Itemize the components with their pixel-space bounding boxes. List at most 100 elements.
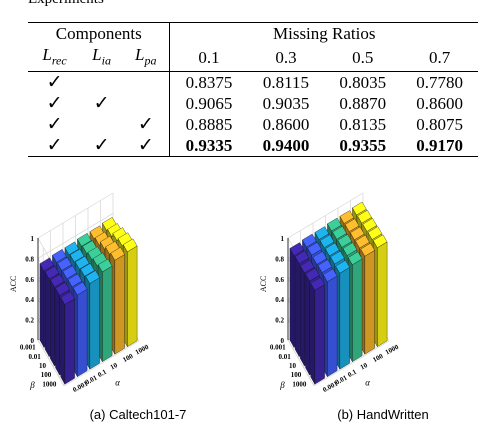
bar-top-face — [302, 233, 317, 248]
bar-front-face — [127, 245, 138, 347]
z-tick-label: 0.2 — [25, 317, 34, 325]
bar-top-face — [325, 242, 340, 257]
z-tick-label: 0.8 — [275, 255, 284, 263]
accuracy-value: 0.8035 — [339, 73, 387, 93]
bar-side-face — [39, 263, 45, 348]
z-tick-label: 0.4 — [25, 296, 34, 304]
component-check-cell — [122, 71, 171, 94]
z-tick-label: 0 — [281, 337, 285, 345]
component-check-cell: ✓ — [81, 93, 122, 114]
beta-tick-label: 100 — [291, 371, 302, 379]
component-check-cell: ✓ — [28, 114, 81, 135]
loss-subscript: pa — [144, 53, 157, 68]
z-tick-label: 1 — [31, 235, 35, 243]
bar-top-face — [55, 282, 70, 296]
loss-subscript: rec — [51, 53, 67, 68]
accuracy-value: 0.8600 — [262, 115, 310, 135]
gridline-floor — [287, 339, 315, 387]
z-tick-label: 0.2 — [275, 317, 284, 325]
z-axis-label: ACC — [9, 276, 18, 292]
bar-side-face — [50, 279, 55, 366]
chart-handwritten: 00.20.40.60.81ACC0.0010.010.1101001000α0… — [259, 192, 400, 394]
bar-top-face — [44, 265, 60, 280]
bar-front-face — [377, 241, 388, 347]
bar-top-face — [64, 241, 79, 255]
bar-side-face — [60, 297, 65, 385]
component-check-cell: ✓ — [28, 93, 81, 114]
bar-front-face — [364, 250, 375, 355]
bar-top-face — [339, 210, 354, 224]
accuracy-value: 0.7780 — [416, 73, 463, 93]
bar-top-face — [73, 281, 88, 296]
z-tick-label: 0 — [31, 337, 35, 345]
loss-symbol: L — [42, 45, 52, 64]
ratio-header: 0.5 — [324, 44, 402, 73]
beta-axis-label: β — [29, 380, 35, 390]
check-icon: ✓ — [46, 93, 63, 115]
alpha-tick-label: 0.01 — [334, 373, 349, 386]
bar-top-face — [314, 226, 329, 240]
caption-handwritten: (b) HandWritten — [337, 407, 429, 422]
fragment-text: Experiments — [28, 0, 104, 8]
bar-top-face — [60, 291, 75, 305]
bar-top-face — [367, 226, 383, 240]
check-icon: ✓ — [93, 93, 110, 115]
bar-front-face — [102, 265, 113, 362]
table-row: ✓ ✓ 0.8885 0.8600 0.8135 0.8075 — [28, 114, 478, 136]
table-header-row: Components Missing Ratios — [28, 22, 478, 44]
bar-alpha-0.01-beta-1000 — [73, 281, 88, 377]
ablation-table: Components Missing Ratios Lrec Lia Lpa 0… — [28, 22, 478, 158]
bar-top-face — [342, 242, 358, 256]
beta-tick-label: 0.01 — [279, 353, 292, 361]
bar-alpha-0.1-beta-1000 — [85, 270, 100, 370]
accuracy-value: 0.8885 — [185, 115, 233, 135]
bar-top-face — [332, 226, 347, 240]
alpha-tick-label: 0.01 — [84, 373, 99, 386]
bars-group — [289, 201, 388, 385]
bar-alpha-10-beta-1000 — [98, 258, 113, 362]
bar-top-face — [300, 259, 315, 274]
component-check-cell — [81, 72, 122, 94]
bar-top-face — [52, 249, 67, 263]
alpha-tick-label: 100 — [371, 352, 384, 364]
component-label-pa: Lpa — [122, 44, 171, 73]
bar-top-face — [69, 248, 85, 263]
beta-tick-label: 0.001 — [270, 344, 286, 352]
bar-top-face — [312, 251, 327, 265]
loss-subscript: ia — [101, 53, 111, 68]
table-body: ✓ 0.8375 0.8115 0.8035 0.7780 ✓ ✓ 0.9065 0.9035 0… — [28, 71, 478, 158]
check-icon: ✓ — [46, 114, 63, 136]
accuracy-value: 0.9035 — [262, 94, 310, 114]
bar-top-face — [323, 268, 338, 282]
ratio-header: 0.1 — [169, 44, 248, 73]
accuracy-value: 0.9355 — [324, 135, 402, 158]
component-check-cell: ✓ — [28, 135, 82, 158]
bar-front-face — [64, 298, 75, 385]
bar-top-face — [310, 277, 325, 291]
bar-side-face — [55, 288, 60, 376]
accuracy-value: 0.8375 — [185, 73, 233, 93]
bar-alpha-1000-beta-1000 — [123, 238, 138, 347]
table-subheader-row: Lrec Lia Lpa 0.1 0.3 0.5 0.7 — [28, 44, 478, 73]
bar-front-face — [352, 258, 363, 362]
bar-alpha-100-beta-1000 — [360, 243, 375, 355]
bar-top-face — [355, 234, 370, 249]
bar-top-face — [337, 234, 352, 248]
loss-symbol: L — [92, 45, 102, 64]
alpha-tick-label: 0.1 — [346, 368, 358, 379]
beta-tick-label: 1000 — [292, 380, 307, 388]
alpha-tick-label: 100 — [121, 352, 134, 364]
z-tick-label: 0.6 — [275, 276, 284, 284]
missing-ratios-header: Missing Ratios — [169, 22, 478, 44]
component-label-ia: Lia — [81, 44, 123, 73]
chart-plot: 00.20.40.60.81ACC0.0010.010.1101001000α0… — [259, 192, 400, 394]
accuracy-value: 0.8075 — [416, 115, 463, 135]
component-check-cell: ✓ — [122, 135, 171, 158]
beta-tick-label: 1000 — [42, 380, 57, 388]
beta-tick-label: 10 — [289, 362, 297, 370]
bar-top-face — [305, 267, 320, 282]
accuracy-value: 0.9400 — [247, 135, 325, 158]
bar-alpha-0.01-beta-1000 — [323, 268, 338, 377]
bar-alpha-100-beta-1000 — [110, 247, 125, 355]
bar-top-face — [357, 210, 372, 224]
